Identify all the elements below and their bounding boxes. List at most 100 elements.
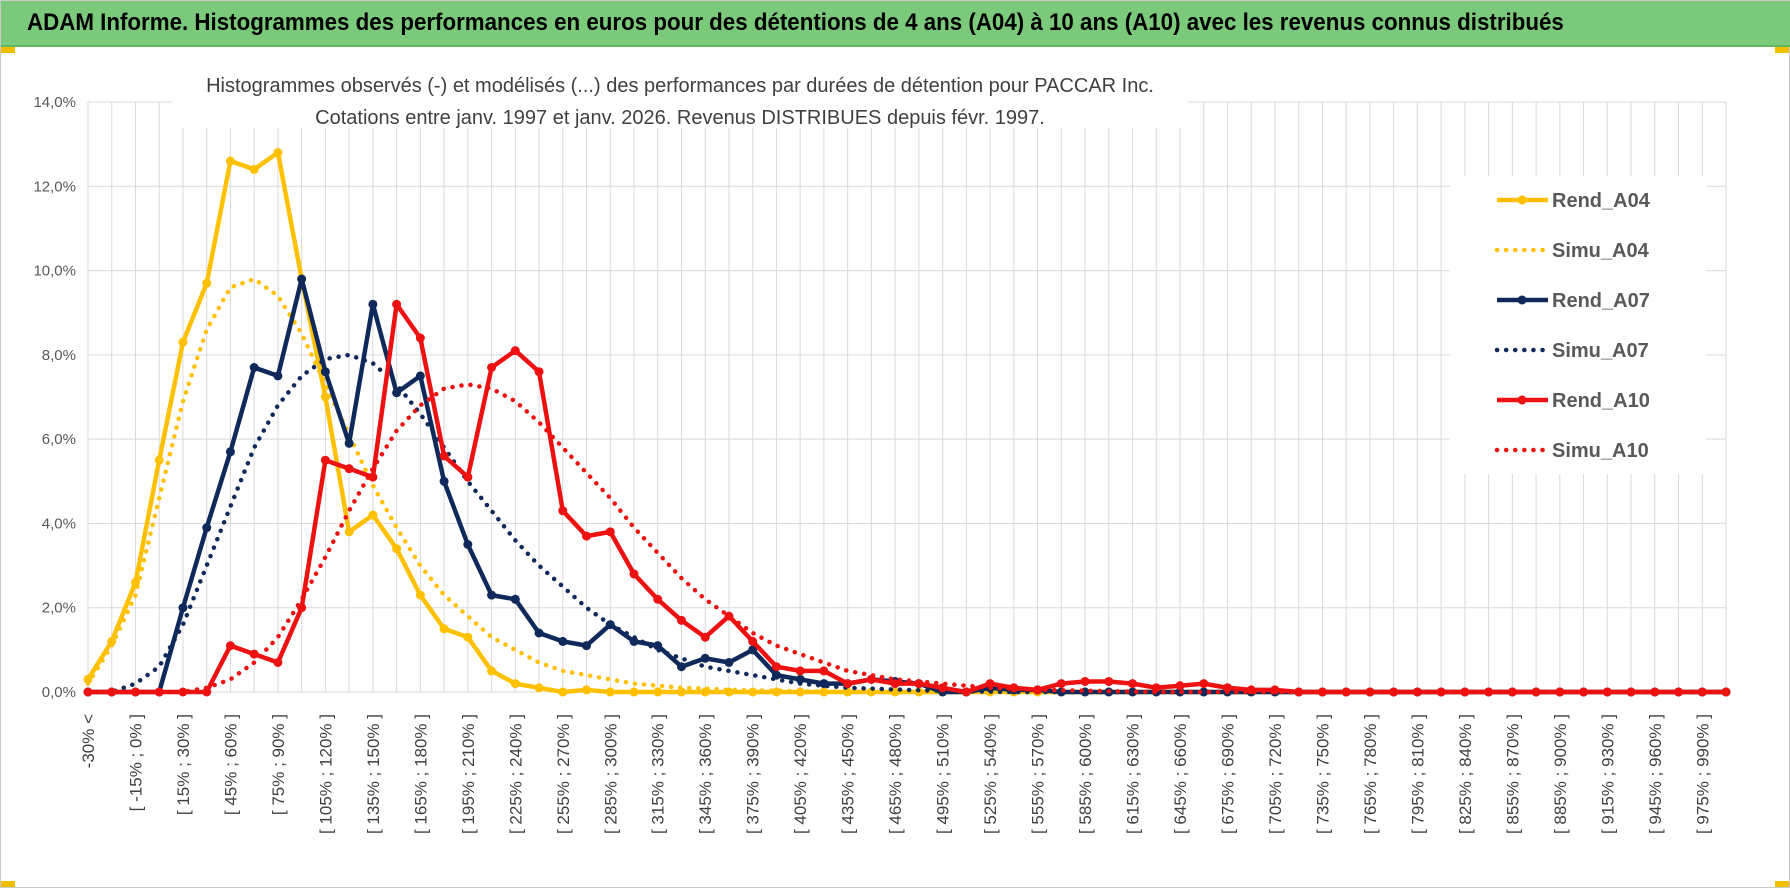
legend-marker: [1517, 195, 1527, 205]
data-point: [1721, 687, 1731, 697]
x-tick-label: [ 945% ; 960% ]: [1646, 714, 1665, 834]
data-point: [178, 337, 188, 347]
series-layer: [83, 148, 1731, 697]
data-point: [415, 590, 425, 600]
legend-label: Rend_A04: [1552, 190, 1651, 212]
data-point: [1104, 676, 1114, 686]
x-tick-label: [ 765% ; 780% ]: [1361, 714, 1380, 834]
data-point: [368, 510, 378, 520]
data-point: [1128, 679, 1138, 689]
data-point: [463, 472, 473, 482]
data-point: [605, 527, 615, 537]
chart-title: Histogrammes observés (-) et modélisés (…: [206, 75, 1154, 97]
data-point: [320, 392, 330, 402]
data-point: [273, 658, 283, 667]
data-point: [629, 569, 639, 579]
data-point: [724, 658, 734, 667]
corner-marker: [1775, 47, 1789, 53]
data-point: [320, 455, 330, 465]
data-point: [297, 274, 307, 284]
x-tick-label: [ 705% ; 720% ]: [1266, 714, 1285, 834]
y-tick-label: 14,0%: [33, 94, 76, 111]
data-point: [202, 687, 212, 697]
x-tick-label: [ 135% ; 150% ]: [364, 714, 383, 834]
data-point: [439, 451, 449, 461]
x-tick-label: [ 795% ; 810% ]: [1408, 714, 1427, 834]
x-tick-label: [ 555% ; 570% ]: [1029, 714, 1048, 834]
data-point: [510, 594, 520, 604]
y-axis-ticks: 0,0% 2,0% 4,0% 6,0% 8,0% 10,0% 12,0% 14,0%: [33, 94, 76, 701]
data-point: [273, 371, 283, 381]
data-point: [676, 662, 686, 672]
data-point: [653, 594, 663, 604]
corner-marker: [1, 47, 15, 53]
legend-item: Rend_A04: [1497, 190, 1651, 212]
data-point: [1128, 687, 1138, 697]
data-point: [510, 679, 520, 689]
legend-item: Simu_A04: [1494, 240, 1650, 262]
data-point: [629, 687, 639, 697]
data-point: [202, 523, 212, 533]
data-point: [249, 363, 259, 372]
data-point: [582, 641, 592, 651]
data-point: [558, 506, 568, 516]
data-point: [463, 632, 473, 642]
data-point: [558, 687, 568, 697]
data-point: [202, 278, 212, 288]
legend-label: Simu_A04: [1552, 240, 1650, 262]
x-tick-label: [ 825% ; 840% ]: [1456, 714, 1475, 834]
data-point: [582, 531, 592, 541]
data-point: [985, 679, 995, 689]
data-point: [582, 685, 592, 695]
data-point: [534, 683, 544, 693]
chart-subtitle: Cotations entre janv. 1997 et janv. 2026…: [315, 107, 1045, 129]
x-tick-label: [ 645% ; 660% ]: [1171, 714, 1190, 834]
data-point: [961, 687, 971, 697]
data-point: [676, 615, 686, 625]
y-tick-label: 4,0%: [42, 515, 76, 532]
x-tick-label: [ 405% ; 420% ]: [791, 714, 810, 834]
legend-item: Rend_A07: [1497, 290, 1650, 312]
data-point: [1080, 676, 1090, 686]
x-tick-label: [ 495% ; 510% ]: [934, 714, 953, 834]
x-tick-label: [ 345% ; 360% ]: [696, 714, 715, 834]
data-point: [1674, 687, 1684, 697]
x-tick-label: [ 465% ; 480% ]: [886, 714, 905, 834]
x-tick-label: [ 225% ; 240% ]: [506, 714, 525, 834]
data-point: [368, 299, 378, 309]
data-point: [1199, 679, 1209, 689]
data-point: [344, 438, 354, 448]
data-point: [178, 603, 188, 613]
data-point: [795, 666, 805, 676]
chart-legend: Rend_A04 Simu_A04 Rend_A07 Simu_A07 Rend_A10…: [1494, 190, 1651, 462]
legend-backdrop: [1450, 176, 1706, 474]
chart-title-backdrop: [172, 66, 1188, 128]
data-point: [344, 464, 354, 474]
legend-item: Rend_A10: [1497, 390, 1650, 412]
y-tick-label: 2,0%: [42, 600, 76, 617]
data-point: [487, 363, 497, 372]
corner-marker: [1, 881, 15, 887]
data-point: [605, 687, 615, 697]
series-simu-a10: [85, 382, 1729, 695]
legend-label: Rend_A07: [1552, 290, 1650, 312]
x-tick-label: [ 195% ; 210% ]: [459, 714, 478, 834]
data-point: [1507, 687, 1517, 697]
x-axis-ticks: -30% < [ -15% ; 0% ] [ 15% ; 30% ] [ 45% ; …: [79, 714, 1712, 834]
data-point: [700, 653, 710, 663]
x-tick-label: [ 375% ; 390% ]: [744, 714, 763, 834]
legend-item: Simu_A10: [1494, 440, 1649, 462]
legend-item: Simu_A07: [1494, 340, 1649, 362]
x-tick-label: [ 255% ; 270% ]: [554, 714, 573, 834]
x-tick-label: [ 615% ; 630% ]: [1124, 714, 1143, 834]
legend-label: Simu_A10: [1552, 440, 1649, 462]
x-tick-label: [ 435% ; 450% ]: [839, 714, 858, 834]
data-point: [463, 540, 473, 549]
legend-label: Rend_A10: [1552, 390, 1650, 412]
data-point: [439, 476, 449, 486]
data-point: [558, 636, 568, 646]
x-tick-label: [ 975% ; 990% ]: [1693, 714, 1712, 834]
x-tick-label: [ 105% ; 120% ]: [316, 714, 335, 834]
x-tick-label: [ 855% ; 870% ]: [1503, 714, 1522, 834]
data-point: [392, 544, 402, 554]
